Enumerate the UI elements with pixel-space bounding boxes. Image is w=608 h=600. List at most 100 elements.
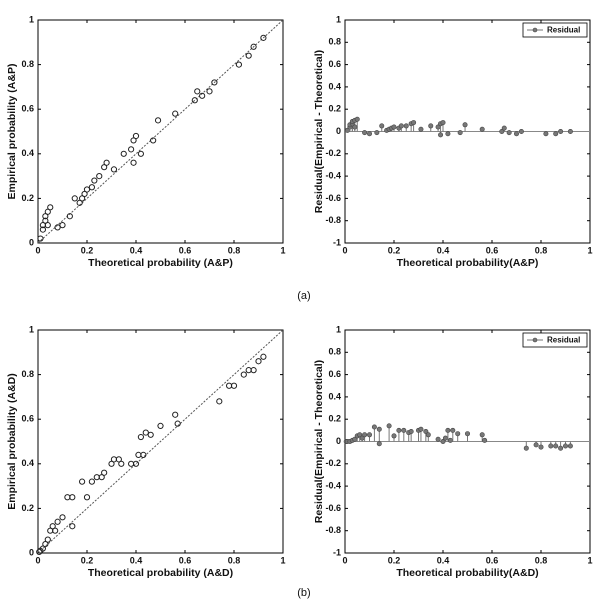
stem-marker [518,129,524,135]
stem-marker [533,442,539,448]
stem-marker [357,432,363,438]
stem-marker [440,120,446,126]
point [199,92,206,99]
point [88,184,96,191]
point [240,371,247,378]
point [79,478,86,485]
y-tick-label: 0 [29,237,34,247]
point [44,222,51,229]
x-tick-label: 0.6 [179,555,192,565]
stem-marker [479,126,485,132]
point [147,431,154,438]
y-tick-label: 1 [336,14,341,24]
stem-marker [438,132,444,138]
point [230,382,238,389]
y-tick-label: -0.4 [325,170,341,180]
point [211,79,218,86]
stem-marker [457,130,463,136]
x-tick-label: 0.4 [437,245,450,255]
x-tick-label: 0 [342,555,347,565]
y-axis-label: Residual(Empirical - Theoretical) [313,50,325,213]
stem-marker [428,123,434,129]
x-tick-label: 0.4 [130,245,143,255]
y-tick-label: -0.6 [325,193,341,203]
stem-marker [479,432,485,438]
stem-marker [376,441,382,447]
point [83,494,91,501]
point [140,451,147,458]
y-tick-label: 0.4 [328,81,341,91]
x-tick-label: 0 [35,245,40,255]
x-tick-label: 0.4 [130,555,143,565]
y-tick-label: 0 [29,547,34,557]
x-tick-label: 0.2 [388,555,401,565]
y-tick-label: 1 [336,324,341,334]
y-tick-label: -0.4 [325,480,341,490]
chart-panel: 0 0.2 0.4 0.6 0.8 1 -1 -0.8 -0.6 -0.4 -0.2 0 0.2 0.4 0… [313,14,593,268]
x-tick-label: 0 [342,245,347,255]
stem-marker [401,427,407,433]
point [118,460,125,467]
x-tick-label: 0.8 [535,555,548,565]
x-tick-label: 0.6 [486,555,499,565]
stem-marker [464,431,470,437]
point [71,195,78,202]
stem-marker [398,123,404,129]
stem-marker [506,130,512,136]
stem-marker [442,435,448,441]
y-tick-label: 0.2 [328,104,341,114]
stem-marker [543,131,549,137]
point [132,132,140,140]
point [245,52,252,59]
x-tick-label: 1 [280,555,285,565]
point [120,150,127,157]
point [206,88,213,95]
y-tick-label: 0.6 [328,59,341,69]
y-tick-label: -1 [333,237,341,247]
stem-marker [374,130,380,136]
y-tick-label: 0 [336,126,341,136]
y-axis-label: Residual(Empirical - Theoretical) [313,360,325,523]
x-tick-label: 1 [587,555,592,565]
point [154,117,162,124]
point [83,186,91,193]
x-tick-label: 0.6 [179,245,192,255]
stem-marker [538,444,544,450]
reference-line [37,19,284,244]
point [150,137,157,144]
y-tick-label: 0.6 [21,104,34,114]
point [88,478,96,485]
y-tick-label: 0.6 [328,369,341,379]
y-tick-label: -0.8 [325,525,341,535]
point [69,494,76,501]
point [191,97,198,104]
stem-marker [362,130,368,136]
stem-marker [435,436,441,442]
x-tick-label: 0.8 [535,245,548,255]
point [54,518,61,525]
stem-marker [391,124,397,130]
stem-marker [379,123,385,129]
chart-panel: 0 0.2 0.4 0.6 0.8 1 -1 -0.8 -0.6 -0.4 -0.2 0 0.2 0.4 0… [313,324,593,578]
point [103,159,110,166]
point [260,34,267,41]
stem-marker [445,427,451,433]
point [250,367,257,374]
x-tick-label: 0.2 [388,245,401,255]
point [194,88,201,95]
stem-marker [366,131,372,137]
stem-marker [523,445,529,451]
y-tick-label: 0.2 [21,193,34,203]
point [216,398,223,405]
point [235,61,242,68]
point [172,110,179,117]
x-axis-label: Theoretical probability (A&D) [88,567,233,579]
point [174,420,181,427]
stem-marker [558,129,564,135]
y-tick-label: -0.8 [325,215,341,225]
x-tick-label: 1 [587,245,592,255]
y-tick-label: 0.2 [328,414,341,424]
stem-marker [513,131,519,137]
x-axis-label: Theoretical probability(A&P) [397,257,539,269]
point [66,213,73,220]
